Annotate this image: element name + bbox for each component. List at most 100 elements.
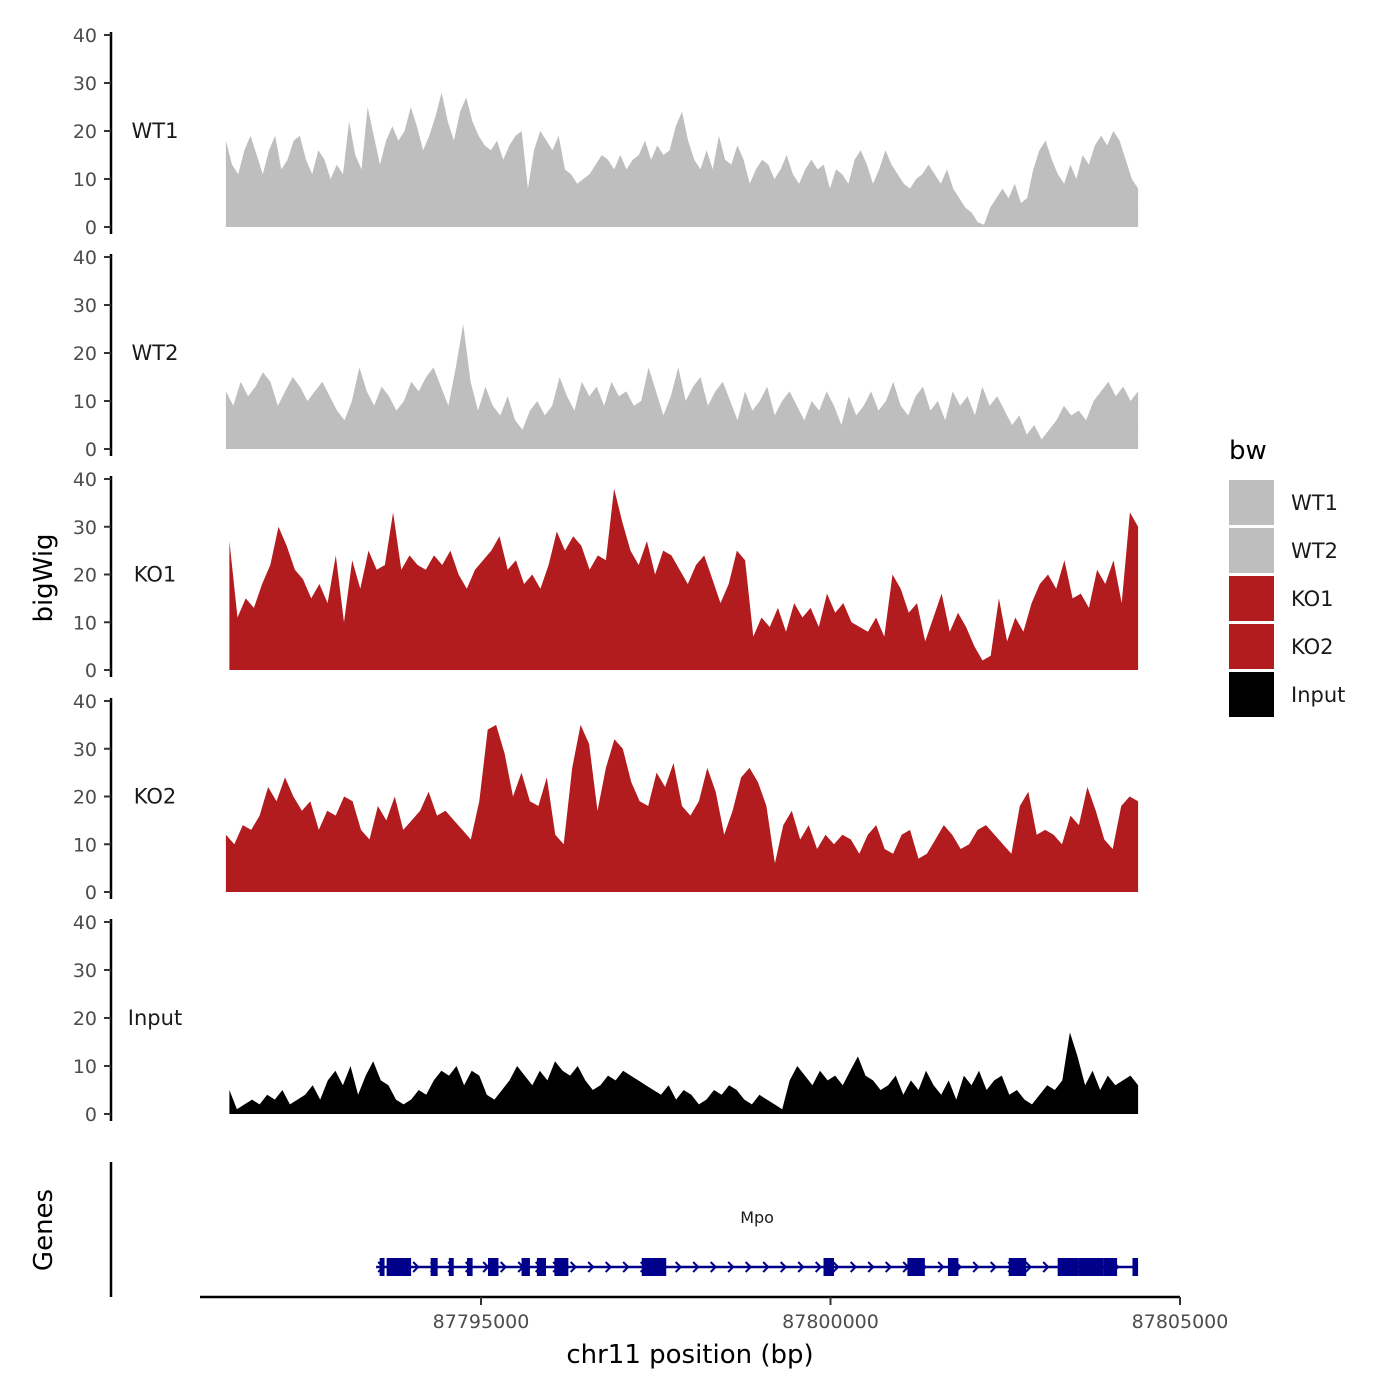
strand-arrow [499, 1261, 508, 1273]
legend-swatch [1229, 528, 1274, 573]
y-tick-label: 10 [73, 1056, 97, 1078]
strand-arrow [849, 1261, 858, 1273]
strand-arrow [622, 1261, 630, 1273]
legend-swatch [1229, 576, 1274, 621]
track-label-ko2: KO2 [134, 785, 177, 809]
y-tick-label: 40 [73, 691, 97, 713]
y-tick-label: 20 [73, 565, 97, 587]
strand-arrow [1042, 1261, 1050, 1273]
exon [1078, 1258, 1104, 1276]
y-tick-label: 0 [85, 1104, 97, 1126]
strand-arrow [937, 1261, 945, 1273]
strand-arrow [797, 1261, 805, 1273]
strand-arrow [587, 1261, 595, 1273]
coverage-area-wt1 [225, 92, 1139, 227]
y-tick-label: 20 [73, 343, 97, 365]
x-axis-title: chr11 position (bp) [566, 1340, 813, 1370]
exon [386, 1258, 412, 1276]
coverage-area-wt2 [225, 324, 1139, 449]
exon [487, 1258, 499, 1276]
legend: bw WT1 WT2 KO1 KO2 Input [1229, 436, 1345, 717]
strand-arrow [1024, 1261, 1033, 1273]
exon [379, 1258, 385, 1276]
strand-arrow [814, 1261, 823, 1273]
strand-arrow [692, 1261, 700, 1273]
y-tick-label: 40 [73, 25, 97, 47]
exon [947, 1258, 959, 1276]
strand-arrow [762, 1261, 770, 1273]
track-ko1: 0 10 20 30 40 KO1 [73, 469, 1139, 682]
y-tick-label: 30 [73, 73, 97, 95]
y-tick-label: 40 [73, 469, 97, 491]
exon [536, 1258, 547, 1276]
strand-arrow [884, 1261, 893, 1273]
y-axis-title: bigWig [29, 533, 59, 622]
legend-item-wt2: WT2 [1229, 528, 1338, 573]
legend-item-wt1: WT1 [1229, 480, 1338, 525]
strand-arrow [989, 1261, 998, 1273]
bigwig-tracks: 0 10 20 30 40 WT1 0 10 20 30 40 WT2 0 10 20 30 40 KO1 0 10 2… [73, 25, 1139, 1126]
legend-label: Input [1291, 683, 1345, 707]
y-tick-label: 10 [73, 169, 97, 191]
x-tick-label: 87795000 [433, 1311, 530, 1333]
track-label-wt1: WT1 [132, 119, 179, 143]
legend-item-input: Input [1229, 672, 1345, 717]
gene-models: Mpo [376, 1208, 1139, 1276]
legend-label: KO2 [1291, 635, 1334, 659]
strand-arrow [727, 1261, 735, 1273]
y-tick-label: 40 [73, 912, 97, 934]
legend-label: KO1 [1291, 587, 1334, 611]
y-tick-label: 40 [73, 247, 97, 269]
strand-arrow [674, 1261, 683, 1273]
y-tick-label: 0 [85, 660, 97, 682]
exon [1008, 1258, 1027, 1276]
track-label-ko1: KO1 [134, 563, 177, 587]
exon [1057, 1258, 1079, 1276]
exon [430, 1258, 438, 1276]
y-tick-label: 10 [73, 612, 97, 634]
track-ko2: 0 10 20 30 40 KO2 [73, 691, 1139, 904]
legend-swatch [1229, 672, 1274, 717]
exon [521, 1258, 530, 1276]
exon [1103, 1258, 1118, 1276]
legend-item-ko2: KO2 [1229, 624, 1334, 669]
strand-arrow [412, 1261, 420, 1273]
exon [467, 1258, 473, 1276]
strand-arrow [972, 1261, 980, 1273]
x-tick-label: 87800000 [782, 1311, 879, 1333]
x-axis: 87795000 87800000 87805000 [200, 1295, 1228, 1333]
y-tick-label: 20 [73, 1008, 97, 1030]
y-tick-label: 30 [73, 295, 97, 317]
track-label-wt2: WT2 [132, 341, 179, 365]
y-tick-label: 10 [73, 834, 97, 856]
coverage-area-ko2 [225, 724, 1139, 892]
exon [554, 1258, 569, 1276]
exon [823, 1258, 834, 1276]
legend-title: bw [1229, 436, 1267, 466]
track-input: 0 10 20 30 40 Input [73, 912, 1139, 1126]
track-label-input: Input [128, 1006, 182, 1030]
exon [907, 1258, 925, 1276]
strand-arrow [779, 1261, 788, 1273]
genes-panel-title: Genes [29, 1189, 59, 1271]
strand-arrow [744, 1261, 753, 1273]
strand-arrow [867, 1261, 875, 1273]
gene-mpo: Mpo [376, 1208, 1139, 1276]
y-tick-label: 10 [73, 391, 97, 413]
y-tick-label: 0 [85, 439, 97, 461]
gene-label: Mpo [740, 1208, 774, 1227]
y-tick-label: 30 [73, 517, 97, 539]
legend-swatch [1229, 624, 1274, 669]
strand-arrow [569, 1261, 578, 1273]
strand-arrow [709, 1261, 718, 1273]
y-tick-label: 20 [73, 121, 97, 143]
legend-swatch [1229, 480, 1274, 525]
y-tick-label: 30 [73, 739, 97, 761]
y-tick-label: 0 [85, 882, 97, 904]
track-wt2: 0 10 20 30 40 WT2 [73, 247, 1139, 461]
y-tick-label: 20 [73, 787, 97, 809]
strand-arrow [604, 1261, 613, 1273]
y-tick-label: 0 [85, 217, 97, 239]
exon [1132, 1258, 1139, 1276]
